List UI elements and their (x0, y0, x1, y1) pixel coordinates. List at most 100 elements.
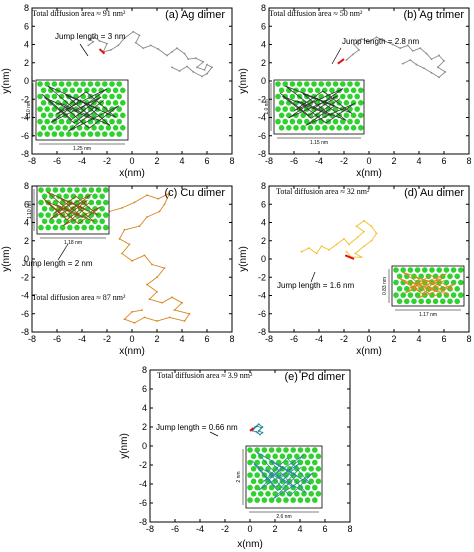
lattice-atom (250, 466, 257, 472)
panel-d: -8 -6 -4 -2 0 2 4 6 8 -8 -6 -4 -2 0 2 4 6 8 x(nm) y(nm) Jump… (237, 178, 474, 358)
trajectory-point (355, 225, 358, 228)
lattice-atom (343, 100, 350, 106)
lattice-atom (62, 125, 68, 131)
jump-segment (98, 48, 106, 55)
lattice-atom (454, 273, 460, 280)
inset-height-label: 1.0 nm (264, 99, 270, 114)
diffusion-area-label: Total diffusion area ≈ 87 nm² (32, 293, 126, 302)
y-tick-label: -4 (21, 291, 29, 301)
trajectory-point (383, 39, 385, 42)
trajectory-point (131, 259, 133, 262)
x-tick-label: 4 (179, 334, 184, 344)
trajectory-point (156, 320, 158, 322)
x-tick-label: 0 (129, 334, 134, 344)
y-tick-label: -6 (139, 498, 147, 508)
lattice-atom (275, 118, 281, 125)
lattice-atom (404, 298, 410, 305)
x-tick-label: 4 (416, 156, 421, 166)
x-tick-label: -8 (28, 334, 36, 344)
x-tick-label: 0 (366, 156, 371, 166)
lattice-atom (354, 93, 360, 100)
trajectory-point (143, 254, 146, 257)
lattice-atom (450, 292, 457, 298)
lattice-atom (336, 125, 342, 131)
lattice-atom (276, 497, 282, 503)
lattice-atom (297, 472, 304, 478)
trajectory-point (87, 44, 90, 47)
lattice-atom (312, 497, 318, 503)
lattice-atom (343, 125, 350, 131)
lattice-atom (103, 199, 109, 206)
panel-title: (a) Ag dimer (165, 9, 225, 21)
lattice-atom (85, 218, 91, 225)
lattice-atom (62, 87, 68, 94)
y-tick-label: 4 (24, 40, 29, 50)
lattice-atom (272, 453, 278, 460)
lattice-atom (81, 224, 87, 231)
diffusion-area-label: Total diffusion area ≈ 50 nm² (269, 9, 363, 18)
lattice-atom (261, 497, 268, 503)
lattice-atom (315, 478, 322, 485)
x-tick-label: 6 (441, 156, 446, 166)
lattice-atom (40, 100, 47, 106)
y-tick-label: 0 (24, 254, 29, 264)
lattice-atom (282, 81, 288, 87)
lattice-atom (91, 87, 97, 94)
inset-lattice (36, 185, 110, 235)
lattice-atom (45, 212, 51, 218)
trajectory-point (163, 203, 166, 206)
inset-lattice (35, 79, 129, 141)
lattice-atom (88, 187, 95, 193)
lattice-atom (254, 484, 260, 491)
trajectory-point (181, 301, 183, 304)
trajectory-point (358, 49, 360, 51)
lattice-atom (343, 112, 350, 119)
y-tick-label: 6 (261, 199, 266, 209)
x-tick-label: -8 (146, 524, 154, 534)
lattice-atom (289, 93, 296, 100)
inset-width-label: 2.6 nm (276, 514, 291, 520)
x-tick-label: 8 (229, 334, 234, 344)
y-tick-label: 4 (261, 40, 266, 50)
lattice-atom (95, 199, 102, 206)
inset-trajectory (42, 191, 101, 227)
lattice-atom (268, 484, 275, 491)
lattice-atom (458, 292, 464, 298)
y-tick-label: -6 (21, 309, 29, 319)
x-tick-label: 4 (416, 334, 421, 344)
lattice-atom (66, 118, 72, 125)
lattice-atom (261, 459, 268, 466)
y-tick-label: -4 (139, 479, 147, 489)
y-tick-label: -6 (258, 309, 266, 319)
y-tick-label: 2 (24, 58, 29, 68)
lattice-atom (443, 279, 450, 286)
lattice-atom (58, 118, 65, 125)
trajectory-point (345, 250, 348, 253)
lattice-atom (116, 118, 122, 125)
lattice-atom (44, 81, 50, 87)
lattice-atom (80, 131, 86, 137)
trajectory-point (257, 423, 260, 426)
trajectory-point (121, 207, 123, 209)
lattice-atom (454, 286, 460, 292)
trajectory-point (146, 216, 148, 218)
jump-segment (344, 254, 355, 260)
lattice-atom (254, 447, 260, 453)
lattice-atom (307, 87, 314, 94)
y-tick-label: -8 (258, 149, 266, 159)
lattice-atom (268, 447, 275, 453)
trajectory-point (133, 321, 136, 324)
trajectory-point (171, 296, 173, 299)
lattice-atom (300, 112, 306, 119)
lattice-atom (67, 187, 73, 193)
lattice-atom (350, 112, 357, 119)
lattice-atom (318, 81, 324, 87)
x-tick-label: 2 (154, 334, 159, 344)
trajectory-line (99, 192, 190, 324)
trajectory-point (363, 230, 365, 233)
jump-arrow (310, 271, 316, 283)
lattice-atom (73, 131, 79, 137)
lattice-atom (286, 453, 293, 460)
lattice-atom (458, 279, 464, 286)
jump-length-label: Jump length = 3 nm (55, 32, 126, 41)
